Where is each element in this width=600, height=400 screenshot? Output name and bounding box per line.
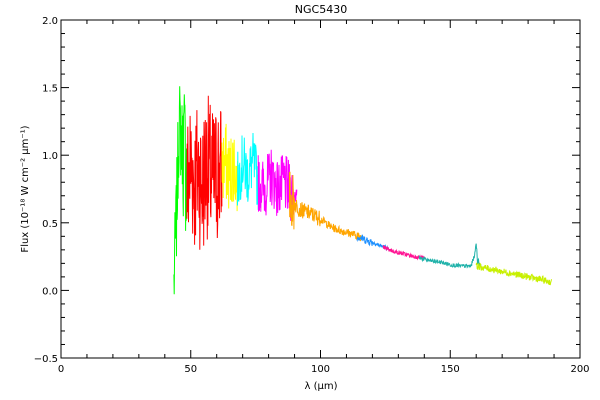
chart-title: NGC5430	[295, 3, 347, 16]
series-group	[173, 86, 552, 295]
y-tick-labels: −0.5 0.0 0.5 1.0 1.5 2.0	[34, 16, 58, 365]
x-tick-label: 50	[184, 364, 197, 375]
plot-frame	[60, 19, 581, 359]
y-tick-label: −0.5	[34, 354, 58, 365]
series-line-8	[418, 243, 482, 270]
series-line-9	[475, 262, 552, 286]
x-tick-label: 0	[58, 364, 64, 375]
series-line-1	[186, 95, 223, 250]
x-tick-label: 100	[311, 364, 330, 375]
x-axis-label: λ (μm)	[304, 381, 337, 392]
y-axis-label: Flux (10⁻¹⁸ W cm⁻² μm⁻¹)	[20, 125, 31, 252]
series-line-0	[173, 86, 188, 295]
y-tick-label: 0.5	[42, 219, 58, 230]
series-line-5	[288, 171, 363, 242]
series-line-2	[221, 123, 238, 212]
y-tick-label: 1.5	[42, 84, 58, 95]
series-line-4	[257, 149, 298, 221]
y-tick-label: 2.0	[42, 16, 58, 27]
x-tick-label: 200	[570, 364, 589, 375]
x-tick-label: 150	[441, 364, 460, 375]
axis-ticks	[60, 19, 581, 359]
x-tick-labels: 0 50 100 150 200	[58, 364, 590, 375]
series-line-7	[382, 244, 425, 261]
y-tick-label: 1.0	[42, 151, 58, 162]
series-line-3	[237, 132, 259, 210]
y-tick-label: 0.0	[42, 286, 58, 297]
